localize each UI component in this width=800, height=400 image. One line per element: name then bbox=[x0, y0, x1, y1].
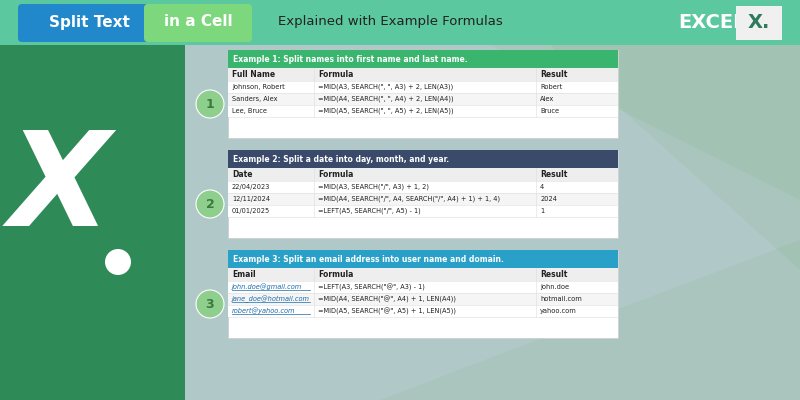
Text: Example 3: Split an email address into user name and domain.: Example 3: Split an email address into u… bbox=[233, 254, 504, 264]
Text: Email: Email bbox=[232, 270, 256, 279]
Text: in a Cell: in a Cell bbox=[164, 14, 232, 30]
Text: Lee, Bruce: Lee, Bruce bbox=[232, 108, 267, 114]
FancyBboxPatch shape bbox=[228, 305, 618, 317]
Text: 4: 4 bbox=[540, 184, 544, 190]
Text: X.: X. bbox=[748, 12, 770, 32]
Polygon shape bbox=[200, 0, 800, 270]
FancyBboxPatch shape bbox=[228, 205, 618, 217]
FancyBboxPatch shape bbox=[18, 4, 161, 42]
Text: Formula: Formula bbox=[318, 170, 353, 179]
Text: 2024: 2024 bbox=[540, 196, 557, 202]
Polygon shape bbox=[400, 0, 800, 200]
Text: =MID(A3, SEARCH(", ", A3) + 2, LEN(A3)): =MID(A3, SEARCH(", ", A3) + 2, LEN(A3)) bbox=[318, 84, 453, 90]
Circle shape bbox=[196, 90, 224, 118]
Text: hotmail.com: hotmail.com bbox=[540, 296, 582, 302]
Text: 22/04/2023: 22/04/2023 bbox=[232, 184, 270, 190]
FancyBboxPatch shape bbox=[228, 81, 618, 93]
Text: =MID(A5, SEARCH(", ", A5) + 2, LEN(A5)): =MID(A5, SEARCH(", ", A5) + 2, LEN(A5)) bbox=[318, 108, 454, 114]
Polygon shape bbox=[380, 240, 800, 400]
Text: =LEFT(A3, SEARCH("@", A3) - 1): =LEFT(A3, SEARCH("@", A3) - 1) bbox=[318, 283, 425, 291]
Text: Result: Result bbox=[540, 270, 567, 279]
FancyBboxPatch shape bbox=[228, 68, 618, 81]
Text: robert@yahoo.com: robert@yahoo.com bbox=[232, 308, 295, 314]
FancyBboxPatch shape bbox=[228, 105, 618, 117]
FancyBboxPatch shape bbox=[228, 50, 618, 68]
Text: Result: Result bbox=[540, 170, 567, 179]
Text: =LEFT(A5, SEARCH("/", A5) - 1): =LEFT(A5, SEARCH("/", A5) - 1) bbox=[318, 208, 421, 214]
Text: Example 2: Split a date into day, month, and year.: Example 2: Split a date into day, month,… bbox=[233, 154, 449, 164]
Text: 01/01/2025: 01/01/2025 bbox=[232, 208, 270, 214]
Text: 12/11/2024: 12/11/2024 bbox=[232, 196, 270, 202]
Text: Alex: Alex bbox=[540, 96, 554, 102]
FancyBboxPatch shape bbox=[228, 93, 618, 105]
FancyBboxPatch shape bbox=[0, 0, 185, 400]
FancyBboxPatch shape bbox=[736, 6, 782, 40]
Text: 1: 1 bbox=[540, 208, 544, 214]
Text: jane_doe@hotmail.com: jane_doe@hotmail.com bbox=[232, 295, 310, 303]
Text: john.doe: john.doe bbox=[540, 284, 570, 290]
Text: =MID(A4, SEARCH("/", A4, SEARCH("/", A4) + 1) + 1, 4): =MID(A4, SEARCH("/", A4, SEARCH("/", A4)… bbox=[318, 196, 500, 202]
FancyBboxPatch shape bbox=[228, 268, 618, 281]
Text: =MID(A4, SEARCH(", ", A4) + 2, LEN(A4)): =MID(A4, SEARCH(", ", A4) + 2, LEN(A4)) bbox=[318, 96, 454, 102]
Text: 3: 3 bbox=[206, 298, 214, 310]
Text: Formula: Formula bbox=[318, 270, 353, 279]
Text: Bruce: Bruce bbox=[540, 108, 559, 114]
Text: Example 1: Split names into first name and last name.: Example 1: Split names into first name a… bbox=[233, 54, 468, 64]
Text: 2: 2 bbox=[206, 198, 214, 210]
FancyBboxPatch shape bbox=[228, 150, 618, 238]
FancyBboxPatch shape bbox=[144, 4, 252, 42]
FancyBboxPatch shape bbox=[228, 193, 618, 205]
Text: Robert: Robert bbox=[540, 84, 562, 90]
FancyBboxPatch shape bbox=[228, 181, 618, 193]
Text: john.doe@gmail.com: john.doe@gmail.com bbox=[232, 284, 302, 290]
Text: Split Text: Split Text bbox=[49, 14, 130, 30]
Circle shape bbox=[196, 190, 224, 218]
FancyBboxPatch shape bbox=[228, 168, 618, 181]
Text: Result: Result bbox=[540, 70, 567, 79]
Text: Date: Date bbox=[232, 170, 253, 179]
FancyBboxPatch shape bbox=[228, 293, 618, 305]
Text: Explained with Example Formulas: Explained with Example Formulas bbox=[278, 16, 502, 28]
FancyBboxPatch shape bbox=[228, 50, 618, 138]
Circle shape bbox=[105, 249, 131, 275]
Text: yahoo.com: yahoo.com bbox=[540, 308, 577, 314]
Text: =MID(A3, SEARCH("/", A3) + 1, 2): =MID(A3, SEARCH("/", A3) + 1, 2) bbox=[318, 184, 429, 190]
Text: EXCEL: EXCEL bbox=[678, 12, 746, 32]
Text: X: X bbox=[9, 126, 111, 254]
Text: =MID(A4, SEARCH("@", A4) + 1, LEN(A4)): =MID(A4, SEARCH("@", A4) + 1, LEN(A4)) bbox=[318, 295, 456, 303]
FancyBboxPatch shape bbox=[0, 0, 800, 45]
Text: 1: 1 bbox=[206, 98, 214, 110]
FancyBboxPatch shape bbox=[228, 250, 618, 268]
Circle shape bbox=[196, 290, 224, 318]
Text: =MID(A5, SEARCH("@", A5) + 1, LEN(A5)): =MID(A5, SEARCH("@", A5) + 1, LEN(A5)) bbox=[318, 307, 456, 315]
Text: Johnson, Robert: Johnson, Robert bbox=[232, 84, 285, 90]
Text: Formula: Formula bbox=[318, 70, 353, 79]
Text: Full Name: Full Name bbox=[232, 70, 275, 79]
FancyBboxPatch shape bbox=[228, 150, 618, 168]
Text: Sanders, Alex: Sanders, Alex bbox=[232, 96, 278, 102]
FancyBboxPatch shape bbox=[228, 281, 618, 293]
FancyBboxPatch shape bbox=[228, 250, 618, 338]
